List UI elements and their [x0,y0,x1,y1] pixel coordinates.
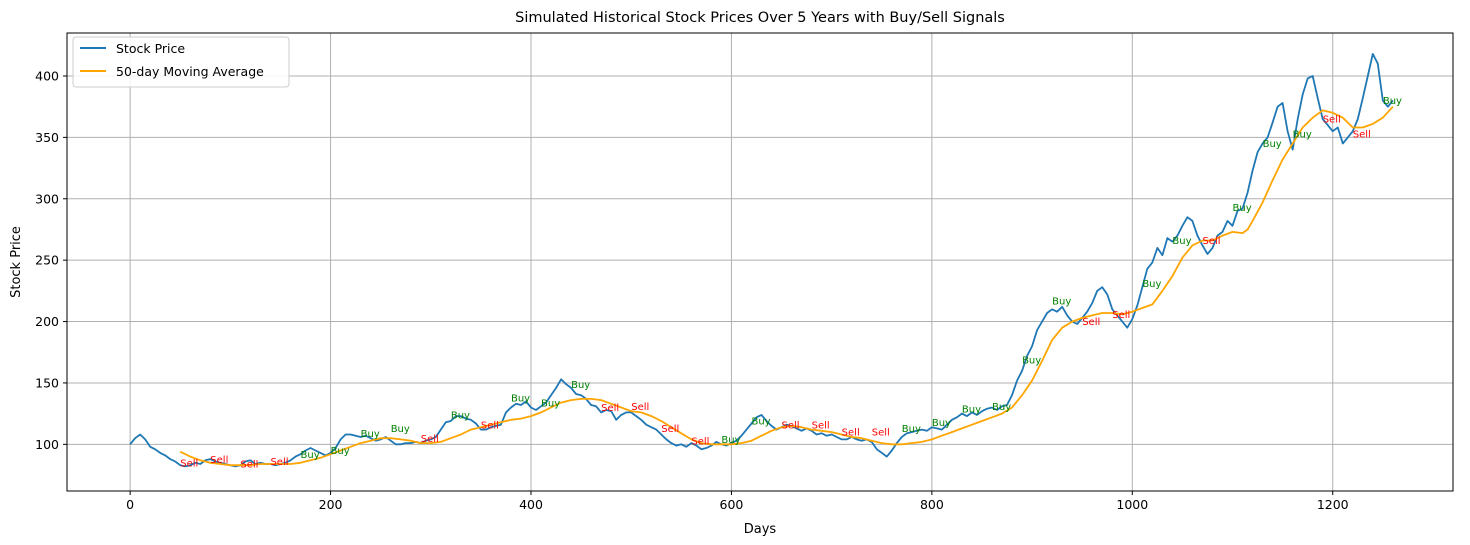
buy-signal-label: Buy [932,418,951,429]
buy-signal-label: Buy [1052,296,1071,307]
sell-signal-label: Sell [1082,317,1100,328]
sell-signal-label: Sell [481,420,499,431]
x-axis-ticks: 0 200 400 600 800 1000 1200 [126,491,1349,512]
y-tick-label: 300 [35,191,59,206]
buy-signal-label: Buy [1022,355,1041,366]
buy-signal-label: Buy [721,435,740,446]
stock-price-line [129,53,1394,468]
moving-average-line [179,106,1394,467]
sell-signal-label: Sell [1202,236,1220,247]
plot-frame [66,32,1454,492]
sell-signal-label: Sell [691,436,709,447]
sell-signal-label: Sell [270,457,288,468]
buy-signal-label: Buy [902,424,921,435]
buy-signal-label: Buy [301,450,320,461]
buy-signal-label: Buy [361,429,380,440]
x-tick-label: 200 [319,497,343,512]
x-axis-label: Days [744,522,777,537]
sell-signal-label: Sell [812,420,830,431]
sell-signal-label: Sell [842,428,860,439]
buy-signal-label: Buy [1172,236,1191,247]
x-tick-label: 1200 [1317,497,1349,512]
sell-signal-label: Sell [210,455,228,466]
sell-signal-label: Sell [631,402,649,413]
sell-signal-label: Sell [1323,115,1341,126]
sell-signal-label: Sell [421,434,439,445]
sell-signal-label: Sell [240,460,258,471]
buy-signal-label: Buy [511,393,530,404]
sell-signal-label: Sell [872,428,890,439]
y-tick-label: 400 [35,68,59,83]
x-tick-label: 0 [126,497,134,512]
y-axis-label: Stock Price [9,226,24,298]
buy-signal-label: Buy [451,411,470,422]
buy-signal-label: Buy [571,380,590,391]
grid [67,33,1453,491]
sell-signal-label: Sell [601,403,619,414]
chart-title: Simulated Historical Stock Prices Over 5… [515,10,1005,26]
legend-box [72,36,290,88]
x-tick-label: 800 [920,497,944,512]
buy-signal-label: Buy [391,424,410,435]
x-tick-label: 400 [519,497,543,512]
buy-signal-label: Buy [1142,279,1161,290]
buy-signal-label: Buy [331,446,350,457]
buy-signal-label: Buy [751,417,770,428]
sell-signal-label: Sell [782,420,800,431]
y-tick-label: 350 [35,130,59,145]
buy-signal-label: Buy [1293,129,1312,140]
sell-signal-label: Sell [661,424,679,435]
y-tick-label: 200 [35,314,59,329]
sell-signal-label: Sell [1353,129,1371,140]
buy-signal-label: Buy [541,398,560,409]
buy-signal-label: Buy [962,404,981,415]
series-layer [129,53,1394,468]
legend-label-moving-average: 50-day Moving Average [116,64,264,79]
legend: Stock Price 50-day Moving Average [72,36,290,88]
buy-signal-label: Buy [1383,96,1402,107]
y-tick-label: 100 [35,437,59,452]
sell-signal-label: Sell [1112,310,1130,321]
buy-signal-label: Buy [992,402,1011,413]
legend-label-stock-price: Stock Price [116,41,185,56]
x-tick-label: 1000 [1116,497,1148,512]
buy-signal-label: Buy [1233,203,1252,214]
x-tick-label: 600 [720,497,744,512]
y-axis-ticks: 100 150 200 250 300 350 400 [35,68,67,452]
y-tick-label: 250 [35,253,59,268]
y-tick-label: 150 [35,375,59,390]
buy-signal-label: Buy [1263,139,1282,150]
signal-labels: Sell Sell Sell Sell Buy Buy Buy Buy Sell Buy Sell B… [180,96,1402,470]
sell-signal-label: Sell [180,458,198,469]
